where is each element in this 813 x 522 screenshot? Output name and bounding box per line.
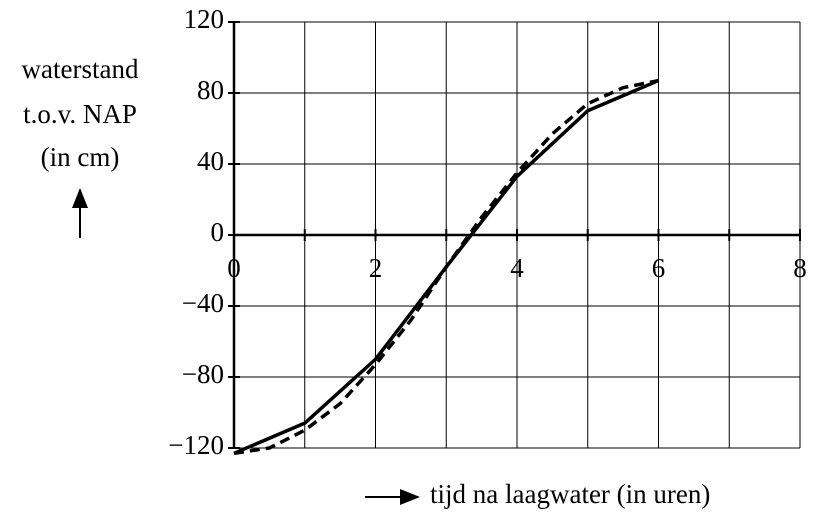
y-axis-label: waterstand [22,54,139,84]
x-tick-label: 4 [510,253,524,283]
y-tick-label: −40 [182,288,224,318]
y-tick-label: 120 [184,4,225,34]
y-tick-label: −80 [182,359,224,389]
y-tick-label: 80 [197,75,224,105]
x-tick-label: 2 [369,253,383,283]
y-axis-label: t.o.v. NAP [23,99,137,129]
y-axis-label: (in cm) [41,142,120,172]
y-tick-label: −120 [168,430,224,460]
dashed-line [233,78,659,456]
x-tick-label: 8 [793,253,807,283]
y-tick-label: 40 [197,146,224,176]
x-tick-label: 6 [652,253,666,283]
x-axis-label: tijd na laagwater (in uren) [430,479,710,509]
y-tick-label: 0 [211,217,225,247]
